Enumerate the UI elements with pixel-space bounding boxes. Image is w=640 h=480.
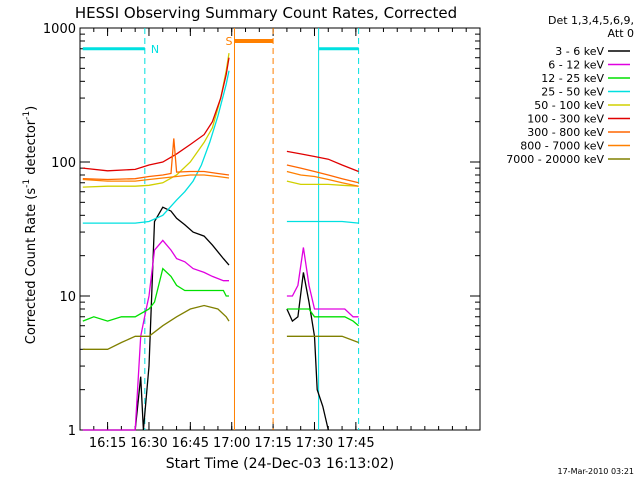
legend-label-3: 25 - 50 keV [541,86,604,99]
y-axis-label-main: Corrected Count Rate (s [24,188,39,345]
legend-label-5: 100 - 300 keV [527,113,604,126]
series-line-7 [82,174,230,182]
x-axis-label: Start Time (24-Dec-03 16:13:02) [166,456,394,472]
series-line-8 [82,304,230,350]
y-axis-label: Corrected Count Rate (s-1 detector-1) [22,106,39,344]
legend-header-2: Att 0 [608,27,634,40]
series-line-2-seg2 [286,308,360,327]
series-line-7-seg2 [286,170,359,187]
x-tick-label-2: 16:45 [172,436,209,451]
y-tick-label-0: 1 [68,424,76,439]
y-axis-label-sup2: -1 [22,111,32,120]
legend-label-7: 800 - 7000 keV [520,140,604,153]
x-tick-label-4: 17:15 [254,436,291,451]
y-axis-label-mid: detector [24,119,39,179]
legend-label-1: 6 - 12 keV [548,59,604,72]
legend-label-0: 3 - 6 keV [555,45,604,58]
series-line-0-seg2 [286,272,329,431]
x-tick-label-5: 17:30 [296,436,333,451]
x-tick-label-1: 16:30 [130,436,167,451]
legend-label-2: 12 - 25 keV [541,72,604,85]
x-tick-label-0: 16:15 [89,436,126,451]
legend-label-8: 7000 - 20000 keV [506,153,604,166]
x-tick-label-3: 17:00 [213,436,250,451]
series-line-4 [82,52,230,188]
saa-label: S [225,35,232,48]
y-tick-label-2: 100 [51,156,76,171]
legend-header-1: Det 1,3,4,5,6,9, [548,14,634,27]
series-line-4-seg2 [286,180,359,187]
y-tick-label-1: 10 [59,290,76,305]
series-line-8-seg2 [286,335,359,344]
series-line-5 [82,57,230,172]
legend-label-4: 50 - 100 keV [534,99,604,112]
series-line-1-seg2 [286,247,359,318]
legend-label-6: 300 - 800 keV [527,126,604,139]
y-tick-label-3: 1000 [43,22,76,37]
plot-area: 16:15 16:30 16:45 17:00 17:15 17:30 17:45 1 10 10… [43,22,481,451]
series-line-3 [82,70,230,224]
series-line-3-seg2 [286,220,359,224]
footer-timestamp: 17-Mar-2010 03:21 [558,467,635,476]
chart-title: HESSI Observing Summary Count Rates, Cor… [75,4,457,22]
y-axis-label-sup1: -1 [22,179,32,188]
series-line-6-seg2 [286,164,359,184]
series-line-6 [82,138,230,181]
series-line-2 [82,267,229,322]
plot-frame [79,27,481,431]
x-tick-label-6: 17:45 [337,436,374,451]
series-line-0 [82,206,230,431]
y-axis-label-end: ) [24,106,39,111]
series-line-1 [82,239,229,431]
night-label: N [151,43,159,56]
series-line-5-seg2 [286,150,359,173]
